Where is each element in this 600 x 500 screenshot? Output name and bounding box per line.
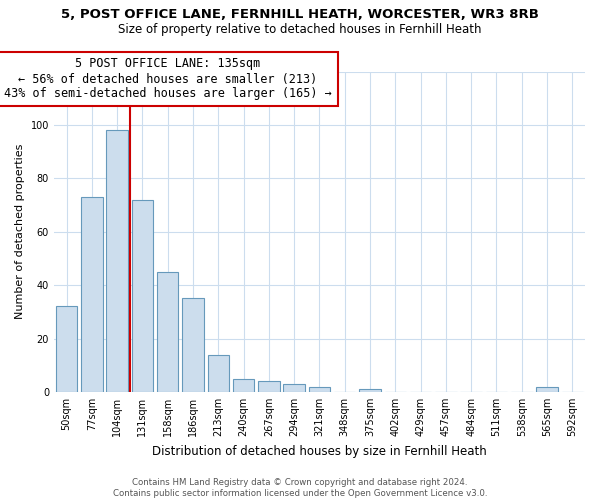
Text: 5 POST OFFICE LANE: 135sqm
← 56% of detached houses are smaller (213)
43% of sem: 5 POST OFFICE LANE: 135sqm ← 56% of deta… [4,58,332,100]
Text: Size of property relative to detached houses in Fernhill Heath: Size of property relative to detached ho… [118,22,482,36]
Bar [283,384,305,392]
Bar [536,386,558,392]
Bar [157,272,178,392]
Bar [258,381,280,392]
Bar [359,390,381,392]
Bar [309,386,330,392]
Bar [182,298,204,392]
Bar [106,130,128,392]
Bar [208,354,229,392]
Y-axis label: Number of detached properties: Number of detached properties [15,144,25,320]
Bar [131,200,153,392]
Bar [56,306,77,392]
Bar [81,197,103,392]
Text: Contains HM Land Registry data © Crown copyright and database right 2024.
Contai: Contains HM Land Registry data © Crown c… [113,478,487,498]
Text: 5, POST OFFICE LANE, FERNHILL HEATH, WORCESTER, WR3 8RB: 5, POST OFFICE LANE, FERNHILL HEATH, WOR… [61,8,539,20]
X-axis label: Distribution of detached houses by size in Fernhill Heath: Distribution of detached houses by size … [152,444,487,458]
Bar [233,378,254,392]
